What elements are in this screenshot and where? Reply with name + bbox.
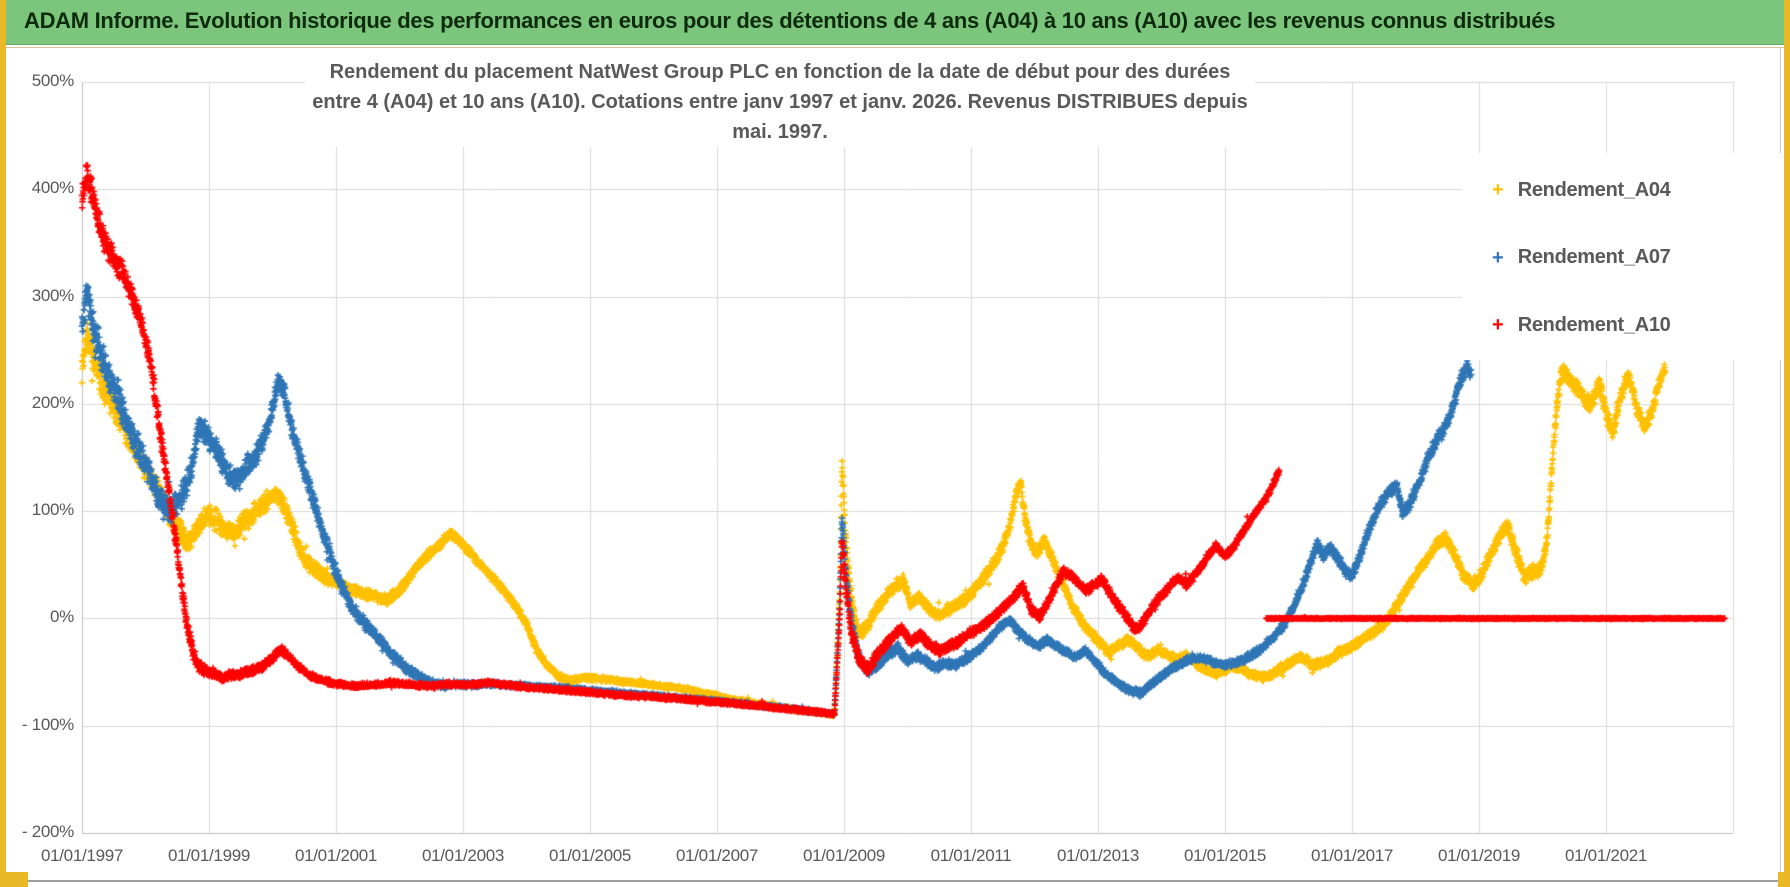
corner-accent-bottom-right bbox=[1778, 872, 1790, 887]
x-tick-label: 01/01/2013 bbox=[1056, 846, 1140, 865]
legend-label: Rendement_A04 bbox=[1517, 178, 1671, 201]
y-tick-label: 500% bbox=[31, 71, 75, 90]
x-tick-label: 01/01/2005 bbox=[548, 846, 632, 865]
x-tick-label: 01/01/2011 bbox=[930, 846, 1012, 865]
y-tick-label: - 200% bbox=[21, 822, 74, 841]
x-tick-label: 01/01/2009 bbox=[802, 846, 886, 865]
header-title: ADAM Informe. Evolution historique des p… bbox=[24, 8, 1556, 33]
y-tick-label: - 100% bbox=[21, 714, 74, 734]
chart-title-line1: Rendement du placement NatWest Group PLC… bbox=[329, 61, 1231, 83]
y-tick-label: 200% bbox=[31, 392, 75, 412]
corner-accent-bottom-left bbox=[0, 872, 28, 887]
bottom-rule bbox=[0, 880, 1790, 882]
x-tick-label: 01/01/2021 bbox=[1564, 846, 1648, 865]
y-tick-label: 300% bbox=[31, 285, 75, 305]
y-tick-label: 100% bbox=[31, 500, 75, 520]
y-tick-label: 400% bbox=[31, 178, 75, 198]
x-tick-label: 01/01/1999 bbox=[167, 846, 251, 865]
x-tick-label: 01/01/1997 bbox=[40, 846, 124, 865]
x-tick-label: 01/01/2015 bbox=[1183, 846, 1267, 865]
legend-label: Rendement_A07 bbox=[1517, 246, 1671, 268]
x-tick-label: 01/01/2017 bbox=[1310, 846, 1394, 865]
legend: + Rendement_A04 + Rendement_A07 + Rendement_A… bbox=[1462, 153, 1782, 360]
header-divider bbox=[6, 47, 1784, 48]
legend-item-rendement_a07: + Rendement_A07 bbox=[1492, 244, 1671, 272]
page-edge-strip-left bbox=[0, 0, 6, 887]
chart-title-line2: entre 4 (A04) et 10 ans (A10). Cotations… bbox=[312, 91, 1248, 143]
legend-label: Rendement_A10 bbox=[1517, 313, 1671, 336]
chart-title: Rendement du placement NatWest Group PLC… bbox=[305, 57, 1255, 147]
chart-area-right-border bbox=[1780, 48, 1781, 880]
page-edge-strip-right bbox=[1784, 0, 1790, 887]
legend-item-rendement_a10: + Rendement_A10 bbox=[1492, 311, 1671, 339]
x-tick-label: 01/01/2001 bbox=[294, 846, 378, 865]
x-tick-label: 01/01/2019 bbox=[1437, 846, 1521, 865]
x-tick-label: 01/01/2003 bbox=[421, 846, 505, 865]
y-tick-label: 0% bbox=[50, 607, 74, 627]
legend-item-rendement_a04: + Rendement_A04 bbox=[1492, 176, 1671, 204]
legend-marker-icon: + bbox=[1492, 314, 1504, 336]
header-banner: ADAM Informe. Evolution historique des p… bbox=[0, 0, 1790, 45]
x-tick-label: 01/01/2007 bbox=[675, 846, 759, 865]
legend-marker-icon: + bbox=[1492, 246, 1504, 269]
legend-marker-icon: + bbox=[1492, 179, 1504, 201]
